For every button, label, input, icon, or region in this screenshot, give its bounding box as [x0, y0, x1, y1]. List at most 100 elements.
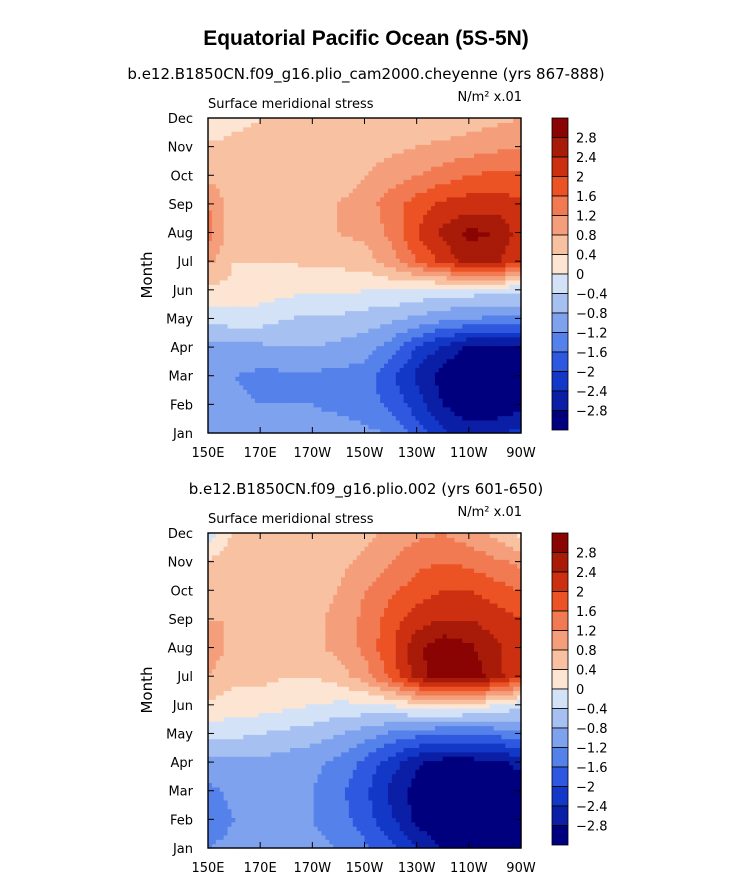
heatmap-cell	[274, 398, 280, 403]
heatmap-cell	[438, 214, 444, 220]
heatmap-cell	[376, 419, 381, 425]
heatmap-cell	[446, 306, 452, 312]
heatmap-cell	[477, 262, 483, 268]
heatmap-cell	[215, 214, 221, 220]
heatmap-cell	[474, 253, 479, 259]
heatmap-cell	[501, 341, 506, 347]
heatmap-cell	[391, 411, 397, 417]
heatmap-cell	[231, 157, 236, 163]
heatmap-cell	[333, 402, 338, 408]
heatmap-cell	[407, 244, 413, 250]
heatmap-cell	[489, 371, 495, 377]
heatmap-cell	[368, 428, 373, 434]
heatmap-cell	[505, 166, 510, 172]
heatmap-cell	[477, 323, 483, 329]
heatmap-cell	[442, 415, 448, 421]
heatmap-cell	[251, 380, 256, 386]
heatmap-cell	[458, 354, 463, 360]
heatmap-cell	[407, 393, 413, 399]
heatmap-cell	[380, 188, 385, 193]
heatmap-cell	[341, 218, 346, 224]
heatmap-cell	[294, 183, 299, 189]
heatmap-cell	[317, 341, 323, 347]
heatmap-cell	[419, 205, 424, 211]
heatmap-cell	[485, 415, 491, 421]
heatmap-cell	[329, 415, 334, 421]
heatmap-cell	[434, 249, 440, 255]
heatmap-cell	[415, 284, 420, 290]
heatmap-cell	[403, 209, 409, 215]
heatmap-cell	[517, 354, 522, 360]
heatmap-cell	[501, 174, 506, 180]
heatmap-cell	[485, 358, 491, 364]
heatmap-cell	[348, 205, 354, 211]
heatmap-cell	[348, 398, 354, 403]
heatmap-cell	[219, 244, 225, 250]
heatmap-cell	[309, 284, 315, 290]
heatmap-cell	[364, 371, 370, 377]
heatmap-cell	[290, 310, 295, 316]
heatmap-cell	[266, 406, 272, 412]
heatmap-cell	[395, 161, 401, 167]
heatmap-cell	[395, 201, 401, 207]
heatmap-cell	[301, 376, 307, 382]
heatmap-cell	[348, 306, 354, 312]
heatmap-cell	[380, 209, 385, 215]
heatmap-cell	[431, 209, 436, 215]
heatmap-cell	[434, 284, 440, 290]
heatmap-cell	[485, 345, 491, 351]
heatmap-cell	[270, 402, 276, 408]
heatmap-cell	[211, 214, 217, 220]
heatmap-cell	[325, 223, 330, 228]
heatmap-cell	[423, 275, 428, 281]
heatmap-cell	[509, 262, 514, 268]
heatmap-cell	[474, 419, 479, 425]
heatmap-cell	[462, 419, 467, 425]
heatmap-cell	[431, 244, 436, 250]
heatmap-cell	[501, 205, 506, 211]
heatmap-cell	[485, 244, 491, 250]
heatmap-cell	[247, 170, 252, 176]
heatmap-cell	[344, 279, 350, 285]
heatmap-cell	[235, 328, 240, 333]
heatmap-cell	[376, 253, 381, 259]
heatmap-cell	[278, 214, 283, 220]
heatmap-cell	[485, 293, 491, 298]
heatmap-cell	[387, 376, 393, 382]
heatmap-cell	[450, 244, 456, 250]
heatmap-cell	[380, 205, 385, 211]
heatmap-cell	[325, 328, 330, 333]
heatmap-cell	[505, 341, 510, 347]
heatmap-cell	[438, 223, 444, 228]
heatmap-cell	[360, 161, 366, 167]
heatmap-cell	[497, 332, 503, 338]
heatmap-cell	[329, 336, 334, 342]
heatmap-cell	[356, 262, 362, 268]
heatmap-cell	[399, 170, 405, 176]
heatmap-cell	[485, 166, 491, 172]
heatmap-cell	[427, 192, 432, 198]
heatmap-cell	[231, 258, 236, 263]
heatmap-cell	[341, 336, 346, 342]
heatmap-cell	[407, 288, 413, 294]
heatmap-cell	[493, 288, 499, 294]
heatmap-cell	[376, 345, 381, 351]
heatmap-cell	[352, 205, 358, 211]
heatmap-cell	[372, 323, 377, 329]
heatmap-cell	[297, 406, 303, 412]
heatmap-cell	[297, 192, 303, 198]
heatmap-cell	[481, 345, 487, 351]
heatmap-cell	[309, 170, 315, 176]
heatmap-cell	[235, 402, 240, 408]
heatmap-cell	[262, 406, 268, 412]
heatmap-cell	[223, 354, 229, 360]
heatmap-cell	[208, 209, 213, 215]
heatmap-cell	[208, 288, 213, 294]
heatmap-cell	[278, 293, 283, 298]
heatmap-cell	[458, 367, 463, 373]
heatmap-cell	[399, 262, 405, 268]
heatmap-cell	[427, 428, 432, 434]
heatmap-cell	[384, 376, 389, 382]
heatmap-cell	[290, 266, 295, 272]
heatmap-cell	[266, 271, 272, 277]
